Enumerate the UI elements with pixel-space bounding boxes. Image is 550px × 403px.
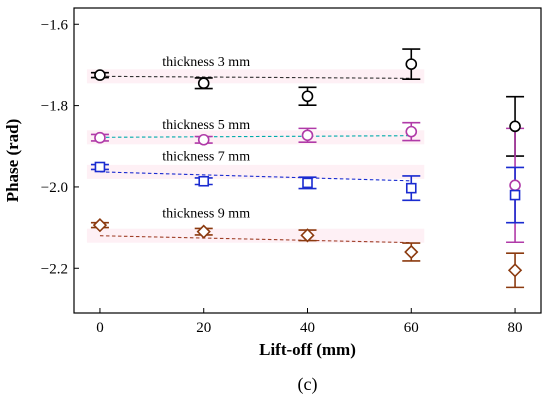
x-axis-ticks: 0 20 40 60 80 bbox=[96, 308, 523, 336]
data-point bbox=[302, 177, 313, 189]
series-annotations: thickness 3 mm thickness 5 mm thickness 7 … bbox=[162, 55, 250, 221]
data-point bbox=[507, 263, 523, 278]
fit-line bbox=[99, 135, 412, 138]
fit-lines bbox=[99, 75, 412, 244]
fit-line bbox=[99, 75, 412, 79]
x-tick-label: 20 bbox=[196, 320, 211, 336]
highlight-band bbox=[86, 69, 425, 84]
data-markers bbox=[92, 58, 523, 278]
data-point bbox=[404, 244, 419, 260]
data-point bbox=[300, 228, 315, 243]
x-axis-title: Lift-off (mm) bbox=[259, 340, 356, 359]
highlight-band bbox=[86, 130, 425, 145]
x-tick-label: 80 bbox=[508, 320, 523, 336]
data-point bbox=[509, 189, 521, 201]
plot-frame bbox=[73, 7, 542, 314]
y-axis-title: Phase (rad) bbox=[3, 119, 22, 203]
panel-label: (c) bbox=[298, 374, 318, 395]
data-point bbox=[197, 77, 210, 90]
data-point bbox=[196, 224, 211, 239]
data-point bbox=[301, 129, 314, 142]
fit-line bbox=[99, 171, 412, 182]
y-tick-label: −1.8 bbox=[41, 99, 68, 115]
highlight-band bbox=[86, 228, 425, 243]
data-point bbox=[301, 90, 314, 103]
data-point bbox=[94, 161, 106, 173]
data-point bbox=[198, 175, 210, 187]
series-label: thickness 3 mm bbox=[162, 55, 250, 70]
y-tick-label: −1.6 bbox=[41, 17, 69, 33]
x-tick-label: 40 bbox=[300, 320, 315, 336]
highlight-band bbox=[86, 164, 425, 179]
data-point bbox=[92, 218, 108, 233]
data-point bbox=[509, 179, 521, 192]
data-point bbox=[405, 58, 418, 70]
series-label: thickness 5 mm bbox=[162, 118, 250, 133]
highlight-bands bbox=[86, 69, 425, 243]
y-tick-label: −2.2 bbox=[41, 261, 68, 277]
data-point bbox=[197, 133, 210, 146]
x-tick-label: 60 bbox=[404, 320, 419, 336]
data-point bbox=[405, 125, 418, 138]
x-tick-label: 0 bbox=[96, 320, 104, 336]
y-tick-label: −2.0 bbox=[41, 180, 68, 196]
fit-line bbox=[99, 235, 412, 244]
data-point bbox=[94, 131, 106, 144]
series-label: thickness 9 mm bbox=[162, 206, 250, 221]
data-point bbox=[94, 69, 106, 81]
data-point bbox=[405, 182, 417, 194]
series-label: thickness 7 mm bbox=[162, 150, 250, 165]
data-point bbox=[509, 120, 521, 133]
y-axis-ticks: −1.6 −1.8 −2.0 −2.2 bbox=[41, 17, 79, 277]
